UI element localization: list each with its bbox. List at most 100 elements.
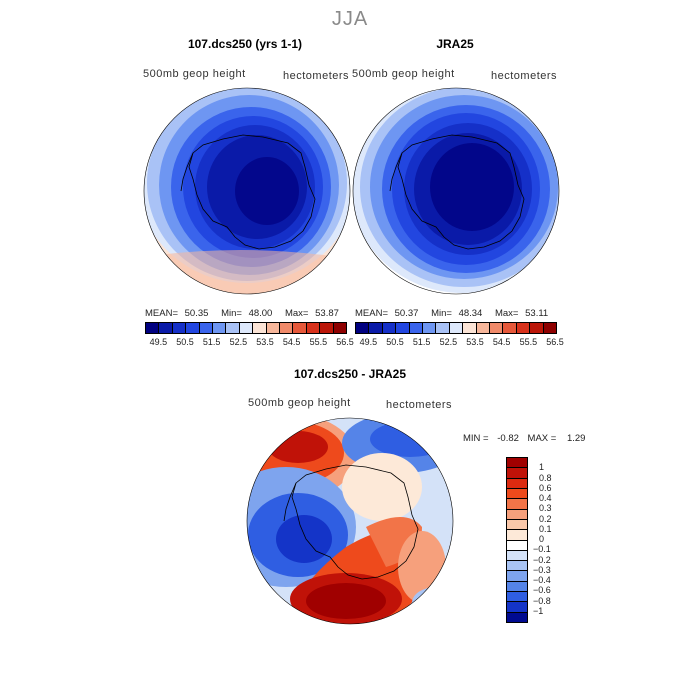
- colorbar-swatch: [280, 323, 294, 333]
- colorbar-swatch: [320, 323, 334, 333]
- colorbar-swatch: [293, 323, 307, 333]
- diff-colorbar-swatch: [507, 458, 527, 469]
- diff-colorbar-swatch: [507, 468, 527, 479]
- colorbar-swatch: [423, 323, 437, 333]
- colorbar-swatch: [476, 323, 491, 333]
- diff-colorbar-swatch: [507, 581, 527, 593]
- panel1-min: 48.00: [248, 308, 273, 319]
- diff-colorbar-swatch: [507, 530, 527, 541]
- antarctica-outline-1: [188, 134, 316, 250]
- colorbar-tick-label: 49.5: [359, 337, 378, 347]
- diff-colorbar-swatch: [507, 561, 527, 572]
- panel1-colorbar: [145, 322, 347, 334]
- diff-colorbar-level-label: 0.3: [539, 503, 552, 514]
- diff-minmax: MIN = -0.82 MAX = 1.29: [463, 433, 585, 444]
- panel2-units-label: hectometers: [491, 70, 558, 82]
- diff-polar-map: [246, 417, 454, 625]
- colorbar-tick-label: 49.5: [149, 337, 168, 347]
- colorbar-swatch: [213, 323, 227, 333]
- diff-colorbar-level-label: −0.4: [533, 575, 551, 585]
- colorbar-swatch: [146, 323, 160, 333]
- colorbar-tick-label: 53.5: [256, 337, 274, 347]
- panel1-mean: 50.35: [184, 308, 209, 319]
- colorbar-tick-label: 54.5: [492, 337, 511, 347]
- colorbar-swatch: [530, 323, 544, 333]
- diff-colorbar-labels: 1 0.8 0.6 0.4 0.3 0.2 0.1 0 −0.1 −0.2 −0.3 −0.4 −0.6…: [533, 457, 573, 621]
- diff-colorbar-level-label: 0.8: [539, 472, 552, 483]
- diff-colorbar-level-label: 0.2: [539, 513, 552, 524]
- panel1-max-label: Max=: [284, 308, 309, 319]
- colorbar-tick-label: 53.5: [466, 337, 484, 347]
- diff-units-label: hectometers: [386, 399, 453, 411]
- diff-colorbar-level-label: 0.1: [539, 523, 552, 534]
- diff-colorbar-level-label: 1: [539, 462, 545, 473]
- colorbar-swatch: [436, 323, 450, 333]
- diff-colorbar-level-label: 0.4: [539, 493, 552, 503]
- colorbar-tick-label: 52.5: [229, 337, 248, 347]
- diff-title: 107.dcs250 - JRA25: [293, 367, 407, 381]
- panel1-polar-map: [143, 87, 351, 295]
- panel2-colorbar: [355, 322, 557, 334]
- panel2-polar-map: [352, 87, 560, 295]
- colorbar-swatch: [409, 323, 424, 333]
- diff-colorbar-swatch: [507, 519, 527, 531]
- diff-colorbar-swatch: [507, 499, 527, 510]
- colorbar-swatch: [159, 323, 173, 333]
- diff-colorbar-level-label: −0.2: [533, 554, 551, 565]
- diff-max-label: MAX =: [527, 433, 557, 444]
- colorbar-tick-label: 51.5: [202, 337, 221, 347]
- panel2-stats: MEAN= 50.37 Min= 48.34 Max= 53.11: [355, 308, 548, 319]
- diff-max: 1.29: [566, 433, 586, 444]
- colorbar-swatch: [226, 323, 240, 333]
- colorbar-tick-label: 55.5: [519, 337, 538, 347]
- diff-colorbar-level-label: 0.6: [539, 482, 552, 493]
- diff-colorbar-swatch: [507, 509, 527, 520]
- panel2-mean: 50.37: [394, 308, 419, 319]
- panel2-title: JRA25: [436, 37, 474, 51]
- colorbar-swatch: [463, 323, 477, 333]
- colorbar-swatch: [199, 323, 214, 333]
- diff-min: -0.82: [497, 433, 519, 444]
- panel1-field-label: 500mb geop height: [143, 68, 246, 80]
- diff-colorbar-swatch: [507, 612, 527, 622]
- panel1-mean-label: MEAN=: [145, 308, 178, 319]
- diff-colorbar-swatch: [507, 571, 527, 582]
- colorbar-swatch: [396, 323, 410, 333]
- diff-colorbar-level-label: 0: [539, 534, 545, 544]
- diff-colorbar-swatch: [507, 592, 527, 603]
- colorbar-swatch: [172, 323, 187, 333]
- diff-colorbar-level-label: −0.1: [533, 544, 551, 555]
- diff-colorbar-level-label: −0.6: [533, 585, 551, 596]
- panel2-max: 53.11: [525, 308, 549, 319]
- antarctica-outline-2: [397, 134, 525, 250]
- diff-colorbar-swatch: [507, 478, 527, 489]
- colorbar-swatch: [543, 323, 557, 333]
- colorbar-tick-label: 56.5: [546, 337, 564, 347]
- colorbar-swatch: [333, 323, 347, 333]
- colorbar-swatch: [253, 323, 267, 333]
- panel2-mean-label: MEAN=: [355, 308, 388, 319]
- colorbar-tick-label: 51.5: [412, 337, 431, 347]
- colorbar-swatch: [490, 323, 504, 333]
- diff-colorbar: [506, 457, 528, 623]
- panel2-min-label: Min=: [431, 308, 452, 319]
- colorbar-tick-label: 50.5: [386, 337, 404, 347]
- panel1-max: 53.87: [315, 308, 339, 319]
- diff-colorbar-level-label: −0.8: [533, 595, 551, 606]
- antarctica-outline-3: [291, 464, 419, 580]
- diff-colorbar-swatch: [507, 602, 527, 613]
- panel1-units-label: hectometers: [283, 70, 350, 82]
- panel2-min: 48.34: [458, 308, 483, 319]
- colorbar-swatch: [369, 323, 383, 333]
- colorbar-swatch: [516, 323, 531, 333]
- colorbar-swatch: [186, 323, 200, 333]
- colorbar-swatch: [266, 323, 281, 333]
- panel1-stats: MEAN= 50.35 Min= 48.00 Max= 53.87: [145, 308, 339, 319]
- diff-colorbar-level-label: −1: [533, 605, 544, 616]
- colorbar-swatch: [449, 323, 464, 333]
- colorbar-swatch: [503, 323, 517, 333]
- panel1-min-label: Min=: [221, 308, 242, 319]
- colorbar-swatch: [382, 323, 397, 333]
- colorbar-tick-label: 52.5: [439, 337, 458, 347]
- diff-colorbar-level-label: −0.3: [533, 564, 551, 575]
